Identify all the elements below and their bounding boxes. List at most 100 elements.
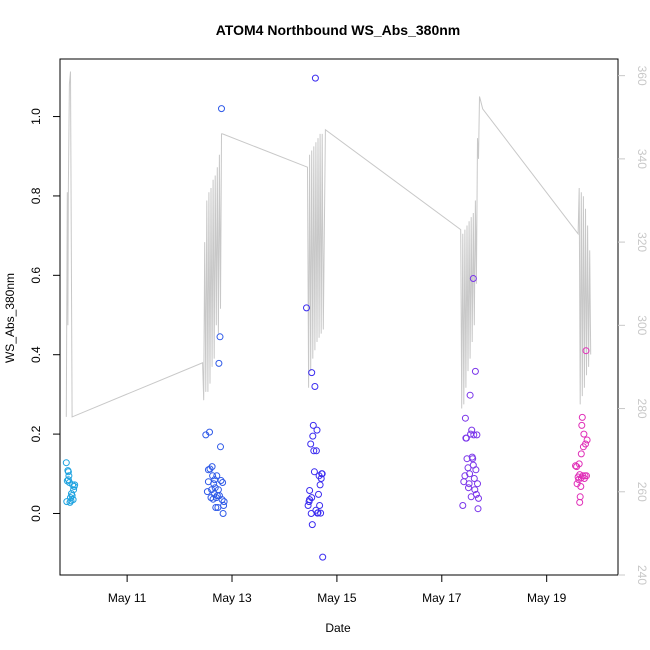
data-point bbox=[461, 472, 469, 480]
data-point bbox=[310, 447, 318, 455]
x-tick-label: May 19 bbox=[527, 591, 567, 605]
y2-tick-label: 320 bbox=[635, 232, 649, 252]
data-point bbox=[461, 414, 469, 422]
data-point bbox=[220, 498, 228, 506]
data-point bbox=[474, 480, 481, 488]
y-tick-label: 0.2 bbox=[29, 425, 43, 442]
data-point bbox=[217, 443, 224, 451]
data-point bbox=[582, 347, 590, 355]
data-point bbox=[311, 74, 319, 82]
data-point bbox=[309, 421, 317, 429]
y2-tick-label: 340 bbox=[635, 149, 649, 169]
data-point bbox=[69, 496, 77, 504]
data-point bbox=[317, 475, 325, 482]
data-point bbox=[316, 481, 324, 489]
data-point bbox=[578, 413, 586, 421]
y2-tick-label: 300 bbox=[635, 315, 649, 335]
data-point bbox=[472, 466, 480, 474]
data-point bbox=[580, 430, 588, 438]
data-point bbox=[475, 494, 482, 502]
data-point bbox=[313, 426, 321, 434]
data-point bbox=[209, 472, 217, 480]
data-point bbox=[219, 510, 227, 517]
data-point bbox=[315, 490, 322, 498]
data-point bbox=[64, 468, 72, 476]
data-point bbox=[583, 436, 591, 444]
chart-title: ATOM4 Northbound WS_Abs_380nm bbox=[216, 22, 461, 38]
data-point bbox=[319, 553, 327, 561]
x-axis: May 11 May 13 May 15 May 17 May 19 bbox=[108, 575, 567, 605]
data-point bbox=[71, 481, 79, 489]
plot-frame bbox=[59, 58, 619, 576]
data-point bbox=[218, 105, 225, 113]
data-point bbox=[578, 421, 586, 429]
data-point bbox=[470, 475, 478, 482]
y-tick-label: 0.6 bbox=[29, 267, 43, 284]
data-point bbox=[206, 428, 213, 436]
data-point bbox=[575, 460, 583, 468]
data-point bbox=[459, 502, 467, 509]
y-tick-label: 0.4 bbox=[29, 346, 43, 363]
data-point bbox=[215, 359, 223, 367]
data-point bbox=[219, 479, 227, 486]
data-point bbox=[474, 505, 482, 513]
data-point bbox=[316, 502, 324, 509]
data-point bbox=[466, 470, 474, 478]
data-point bbox=[577, 450, 585, 458]
data-point bbox=[576, 493, 584, 501]
data-point bbox=[469, 275, 477, 282]
data-point bbox=[203, 488, 211, 496]
data-point bbox=[303, 304, 310, 312]
data-point bbox=[220, 502, 228, 509]
y2-tick-label: 280 bbox=[635, 399, 649, 419]
line-series bbox=[65, 71, 592, 418]
x-tick-label: May 15 bbox=[317, 591, 357, 605]
data-point bbox=[472, 490, 480, 498]
data-point bbox=[212, 504, 220, 511]
data-point bbox=[308, 521, 316, 529]
data-point bbox=[312, 447, 320, 455]
data-point bbox=[582, 440, 589, 448]
data-point bbox=[576, 471, 584, 479]
data-point bbox=[70, 486, 78, 494]
data-point bbox=[465, 484, 472, 492]
data-point bbox=[473, 431, 481, 439]
data-point bbox=[216, 333, 224, 341]
data-point bbox=[309, 432, 317, 440]
x-tick-label: May 13 bbox=[212, 591, 252, 605]
data-point bbox=[307, 440, 315, 448]
data-point bbox=[583, 472, 590, 480]
data-point bbox=[217, 477, 225, 484]
data-point bbox=[69, 481, 77, 489]
data-point bbox=[572, 462, 579, 470]
data-point bbox=[471, 486, 479, 494]
y-tick-label: 1.0 bbox=[29, 108, 43, 125]
data-point bbox=[308, 369, 316, 377]
data-point bbox=[306, 487, 314, 494]
series-line bbox=[65, 71, 592, 418]
data-point bbox=[314, 509, 322, 517]
data-point bbox=[310, 468, 318, 476]
data-point bbox=[306, 496, 314, 504]
data-point bbox=[577, 483, 585, 490]
data-point bbox=[308, 494, 316, 502]
x-tick-label: May 17 bbox=[422, 591, 462, 605]
x-tick-label: May 11 bbox=[108, 591, 147, 605]
y2-tick-label: 360 bbox=[635, 66, 649, 86]
data-point bbox=[62, 459, 70, 467]
y-tick-label: 0.0 bbox=[29, 505, 43, 522]
data-point bbox=[470, 431, 478, 439]
data-point bbox=[465, 480, 473, 488]
data-point bbox=[311, 383, 319, 390]
scatter-points bbox=[62, 74, 591, 561]
y-tick-label: 0.8 bbox=[29, 187, 43, 204]
data-point bbox=[208, 463, 216, 471]
data-point bbox=[462, 434, 470, 442]
y2-tick-label: 240 bbox=[635, 565, 649, 585]
data-point bbox=[204, 478, 212, 486]
y-axis-left: 0.0 0.2 0.4 0.6 0.8 1.0 bbox=[29, 108, 60, 522]
data-point bbox=[317, 509, 325, 517]
data-point bbox=[213, 472, 221, 480]
